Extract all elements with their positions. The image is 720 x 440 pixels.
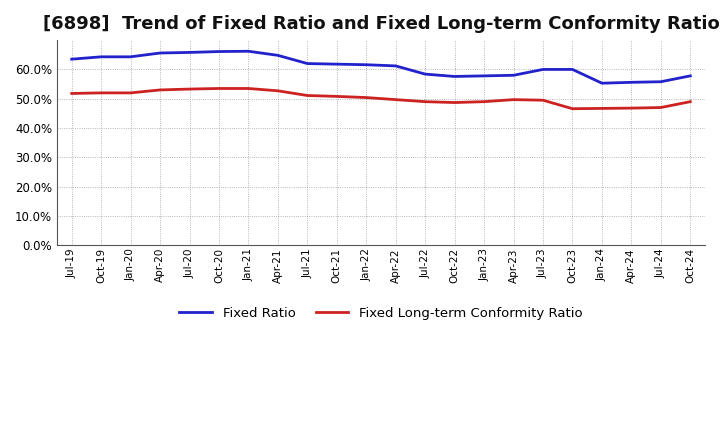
Fixed Ratio bbox=[215, 49, 223, 54]
Fixed Long-term Conformity Ratio bbox=[68, 91, 76, 96]
Fixed Ratio bbox=[598, 81, 606, 86]
Line: Fixed Ratio: Fixed Ratio bbox=[72, 51, 690, 83]
Fixed Long-term Conformity Ratio bbox=[480, 99, 488, 104]
Fixed Long-term Conformity Ratio bbox=[333, 94, 341, 99]
Fixed Long-term Conformity Ratio bbox=[509, 97, 518, 102]
Fixed Long-term Conformity Ratio bbox=[215, 86, 223, 91]
Fixed Ratio bbox=[303, 61, 312, 66]
Fixed Long-term Conformity Ratio bbox=[421, 99, 430, 104]
Title: [6898]  Trend of Fixed Ratio and Fixed Long-term Conformity Ratio: [6898] Trend of Fixed Ratio and Fixed Lo… bbox=[42, 15, 719, 33]
Fixed Ratio bbox=[126, 54, 135, 59]
Fixed Long-term Conformity Ratio bbox=[185, 86, 194, 92]
Fixed Long-term Conformity Ratio bbox=[392, 97, 400, 102]
Fixed Ratio bbox=[333, 62, 341, 67]
Fixed Long-term Conformity Ratio bbox=[274, 88, 282, 93]
Fixed Ratio bbox=[686, 73, 695, 78]
Fixed Ratio bbox=[539, 67, 547, 72]
Fixed Long-term Conformity Ratio bbox=[598, 106, 606, 111]
Line: Fixed Long-term Conformity Ratio: Fixed Long-term Conformity Ratio bbox=[72, 88, 690, 109]
Fixed Ratio bbox=[274, 53, 282, 58]
Fixed Long-term Conformity Ratio bbox=[244, 86, 253, 91]
Fixed Long-term Conformity Ratio bbox=[303, 93, 312, 98]
Fixed Long-term Conformity Ratio bbox=[97, 90, 106, 95]
Fixed Ratio bbox=[480, 73, 488, 78]
Fixed Ratio bbox=[627, 80, 636, 85]
Fixed Long-term Conformity Ratio bbox=[450, 100, 459, 105]
Fixed Ratio bbox=[657, 79, 665, 84]
Fixed Ratio bbox=[97, 54, 106, 59]
Fixed Long-term Conformity Ratio bbox=[126, 90, 135, 95]
Fixed Long-term Conformity Ratio bbox=[362, 95, 371, 100]
Fixed Long-term Conformity Ratio bbox=[657, 105, 665, 110]
Fixed Ratio bbox=[450, 74, 459, 79]
Legend: Fixed Ratio, Fixed Long-term Conformity Ratio: Fixed Ratio, Fixed Long-term Conformity … bbox=[174, 301, 588, 325]
Fixed Long-term Conformity Ratio bbox=[686, 99, 695, 104]
Fixed Ratio bbox=[362, 62, 371, 67]
Fixed Ratio bbox=[185, 50, 194, 55]
Fixed Long-term Conformity Ratio bbox=[539, 98, 547, 103]
Fixed Ratio bbox=[568, 67, 577, 72]
Fixed Ratio bbox=[156, 50, 164, 55]
Fixed Long-term Conformity Ratio bbox=[156, 87, 164, 92]
Fixed Ratio bbox=[421, 71, 430, 77]
Fixed Ratio bbox=[244, 48, 253, 54]
Fixed Ratio bbox=[509, 73, 518, 78]
Fixed Long-term Conformity Ratio bbox=[627, 106, 636, 111]
Fixed Long-term Conformity Ratio bbox=[568, 106, 577, 111]
Fixed Ratio bbox=[392, 63, 400, 69]
Fixed Ratio bbox=[68, 56, 76, 62]
